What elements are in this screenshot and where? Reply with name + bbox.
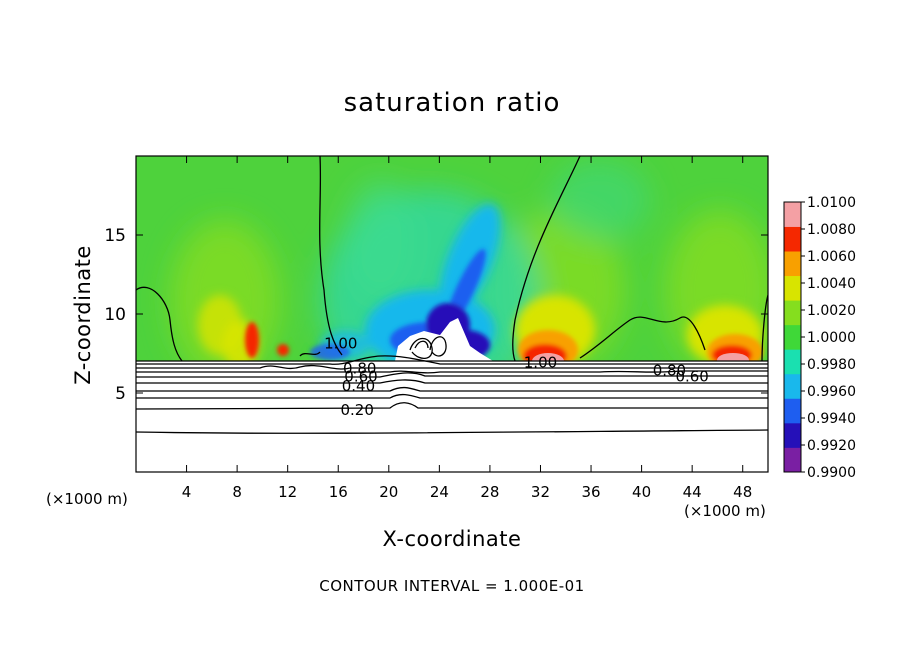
x-unit-label-right: (×1000 m): [684, 502, 766, 520]
x-tick-label: 36: [581, 483, 600, 501]
colorbar-segment: [784, 300, 801, 326]
colorbar-tick-label: 1.0080: [807, 222, 856, 238]
x-tick-label: 24: [430, 483, 449, 501]
y-tick-label: 5: [115, 384, 126, 404]
colorbar-tick-label: 0.9980: [807, 357, 856, 373]
colorbar-tick-label: 0.9900: [807, 465, 856, 481]
x-tick-label: 12: [278, 483, 297, 501]
colorbar-segment: [784, 324, 801, 350]
colorbar-tick-label: 0.9940: [807, 411, 856, 427]
x-axis-label: X-coordinate: [382, 527, 522, 551]
y-tick-label: 10: [104, 305, 126, 325]
colorbar-tick-label: 1.0040: [807, 276, 856, 292]
contour-label: 0.40: [342, 377, 375, 395]
contour-label: 1.00: [524, 353, 557, 371]
contour-label: 0.20: [340, 401, 373, 419]
contour-labels: 1.001.000.800.600.400.200.800.60: [324, 334, 709, 418]
colorbar-tick-label: 0.9960: [807, 384, 856, 400]
x-unit-label-left: (×1000 m): [46, 490, 128, 508]
y-tick-label: 15: [104, 226, 126, 246]
chart-title: saturation ratio: [343, 88, 561, 118]
colorbar-tick-label: 1.0000: [807, 330, 856, 346]
colorbar-segment: [784, 275, 801, 301]
contour-lines: [136, 156, 768, 434]
x-tick-label: 8: [232, 483, 242, 501]
colorbar-segment: [784, 226, 801, 252]
colorbar-segment: [784, 422, 801, 448]
y-axis-label: Z-coordinate: [71, 245, 95, 385]
contour-label: 0.60: [344, 368, 377, 386]
x-tick-label: 16: [329, 483, 348, 501]
x-tick-label: 48: [733, 483, 752, 501]
x-axis: 4 8 12 16 20 24 28 32 36 40 44 48: [182, 156, 752, 501]
contour-label: 0.80: [343, 360, 376, 378]
x-tick-label: 28: [480, 483, 499, 501]
x-tick-label: 20: [379, 483, 398, 501]
x-tick-label: 32: [531, 483, 550, 501]
colorbar-segment: [784, 447, 801, 473]
colorbar-segment: [784, 398, 801, 424]
colorbar-segment: [784, 373, 801, 399]
x-tick-label: 40: [632, 483, 651, 501]
contour-interval-note: CONTOUR INTERVAL = 1.000E-01: [319, 577, 585, 595]
colorbar-tick-label: 0.9920: [807, 438, 856, 454]
colorbar-segment: [784, 202, 801, 227]
y-axis: 5 10 15: [104, 226, 768, 404]
contour-label: 1.00: [324, 334, 357, 352]
colorbar-segment: [784, 349, 801, 375]
heatmap-field: [136, 156, 768, 472]
colorbar-tick-label: 1.0060: [807, 249, 856, 265]
colorbar-tick-label: 1.0100: [807, 195, 856, 211]
contour-label: 0.80: [653, 361, 686, 379]
x-tick-label: 44: [683, 483, 702, 501]
colorbar: 1.0100 1.0080 1.0060 1.0040 1.0020 1.0000 0.99…: [783, 195, 856, 481]
colorbar-segment: [784, 251, 801, 277]
x-tick-label: 4: [182, 483, 192, 501]
colorbar-tick-label: 1.0020: [807, 303, 856, 319]
contour-label: 0.60: [675, 368, 708, 386]
